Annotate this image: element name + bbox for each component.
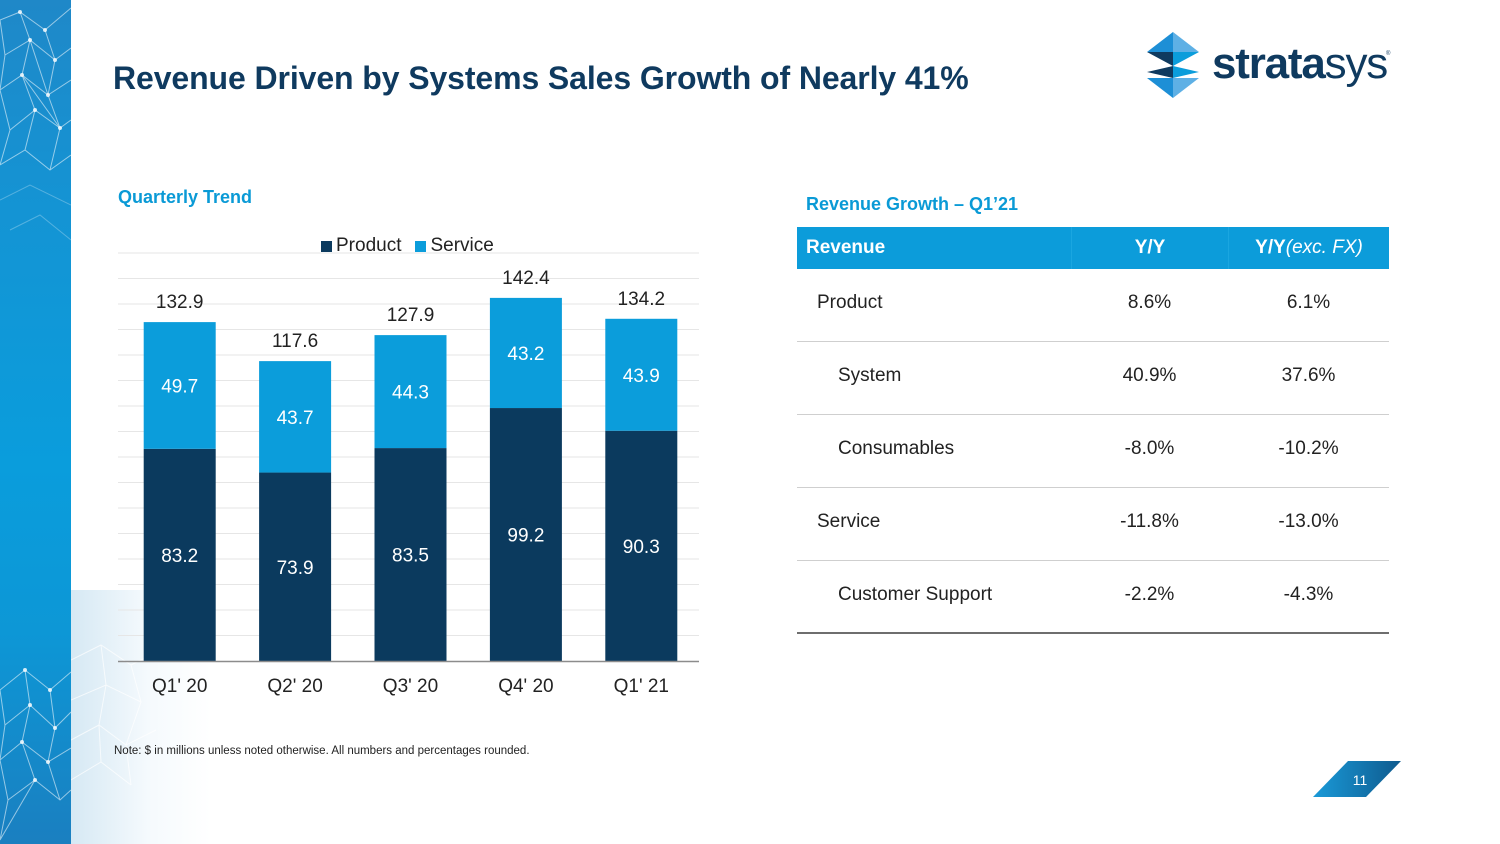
data-label-service: 43.7 (277, 408, 314, 429)
legend-label-service: Service (430, 235, 494, 256)
data-label-product: 83.2 (161, 546, 198, 567)
x-tick-label: Q4' 20 (498, 676, 553, 697)
data-label-service: 49.7 (161, 376, 198, 397)
row-yy-exfx-value: -10.2% (1278, 438, 1339, 459)
row-yy-exfx-value: -13.0% (1278, 511, 1339, 532)
header-revenue: Revenue (806, 237, 886, 258)
row-yy-value: 8.6% (1127, 292, 1172, 313)
row-yy-value: -2.2% (1124, 583, 1175, 605)
row-label: Service (817, 511, 881, 532)
bar-segment-product (605, 430, 678, 661)
decorative-sidebar (0, 0, 71, 844)
revenue-growth-table: Revenue Y/Y Y/Y (exc. FX) Product 8.6% 6.1%… (797, 227, 1389, 634)
x-tick-label: Q1' 21 (614, 676, 669, 697)
legend-swatch-service (415, 240, 427, 252)
data-label-product: 73.9 (277, 558, 314, 579)
row-yy-exfx-value: 6.1% (1286, 292, 1331, 313)
data-label-total: 142.4 (502, 268, 550, 289)
x-tick-label: Q3' 20 (383, 676, 438, 697)
data-labels: 83.2 49.7 132.9 73.9 43.7 117.6 83.5 44.3 127.9 9… (156, 268, 665, 579)
data-label-service: 43.2 (507, 344, 544, 365)
stratasys-logo-icon (1147, 32, 1199, 98)
legend-swatch-product (321, 240, 332, 252)
legend-label-product: Product (336, 235, 402, 256)
network-mesh-graphic (0, 7, 71, 841)
slide-title: Revenue Driven by Systems Sales Growth o… (113, 60, 969, 96)
table-row: Customer Support -2.2% -4.3% (797, 561, 1389, 634)
table-section-label: Revenue Growth – Q1’21 (806, 194, 1019, 214)
bar-segment-product (374, 448, 447, 661)
bar-segment-service (143, 322, 216, 449)
page-number-badge (1313, 761, 1401, 797)
bar-segment-product (259, 472, 332, 661)
table-body: Product 8.6% 6.1% System 40.9% 37.6% Consumabl… (797, 269, 1389, 634)
header-yy: Y/Y (1071, 227, 1228, 269)
gridlines (118, 252, 699, 636)
bar-segment-service (489, 297, 562, 409)
data-label-total: 117.6 (272, 331, 318, 352)
data-label-product: 90.3 (623, 537, 660, 558)
registered-mark: ® (1386, 51, 1391, 57)
data-label-service: 44.3 (392, 383, 429, 404)
decorative-fade (71, 590, 211, 844)
row-yy-value: -8.0% (1124, 438, 1175, 459)
footnote: Note: $ in millions unless noted otherwi… (114, 745, 530, 757)
chart-section-label: Quarterly Trend (118, 187, 253, 207)
bar-segment-service (605, 318, 678, 431)
data-label-total: 132.9 (156, 292, 204, 313)
bar-segment-product (489, 408, 562, 661)
table-header: Revenue Y/Y Y/Y (exc. FX) (797, 227, 1389, 269)
table-row: Service -11.8% -13.0% (797, 488, 1389, 561)
table-row: Consumables -8.0% -10.2% (797, 415, 1389, 488)
bars (143, 297, 678, 661)
row-yy-exfx-value: 37.6% (1281, 365, 1336, 386)
data-label-product: 83.5 (392, 546, 429, 567)
table-row: System 40.9% 37.6% (797, 342, 1389, 415)
bar-segment-service (259, 361, 332, 473)
row-label: Customer Support (838, 583, 993, 605)
header-yy-exfx-bold: Y/Y (1255, 237, 1286, 258)
bar-segment-service (374, 335, 447, 449)
network-mesh-graphic (71, 644, 162, 786)
data-label-total: 127.9 (387, 305, 435, 326)
logo-text-bold: strata (1212, 39, 1326, 88)
data-label-total: 134.2 (618, 289, 666, 310)
row-yy-value: 40.9% (1122, 365, 1177, 386)
logo-wordmark: stratasys (1212, 39, 1389, 89)
logo-text-light: sys (1324, 39, 1389, 88)
table-row: Product 8.6% 6.1% (797, 269, 1389, 342)
stratasys-logo: stratasys ® (1143, 30, 1393, 102)
header-yy-exfx-italic: (exc. FX) (1285, 237, 1363, 258)
legend-item-product: Product (321, 235, 401, 257)
row-label: System (838, 365, 902, 386)
header-yy-exfx: Y/Y (exc. FX) (1228, 227, 1389, 269)
row-label: Product (817, 292, 883, 313)
row-yy-exfx-value: -4.3% (1283, 583, 1334, 605)
data-label-product: 99.2 (507, 526, 544, 547)
legend-item-service: Service (415, 235, 494, 257)
row-yy-value: -11.8% (1120, 511, 1179, 532)
row-label: Consumables (838, 438, 955, 459)
x-tick-label: Q2' 20 (267, 676, 322, 697)
chart-legend: Product Service (321, 235, 508, 257)
data-label-service: 43.9 (623, 366, 660, 387)
page-number: 11 (1352, 772, 1368, 788)
